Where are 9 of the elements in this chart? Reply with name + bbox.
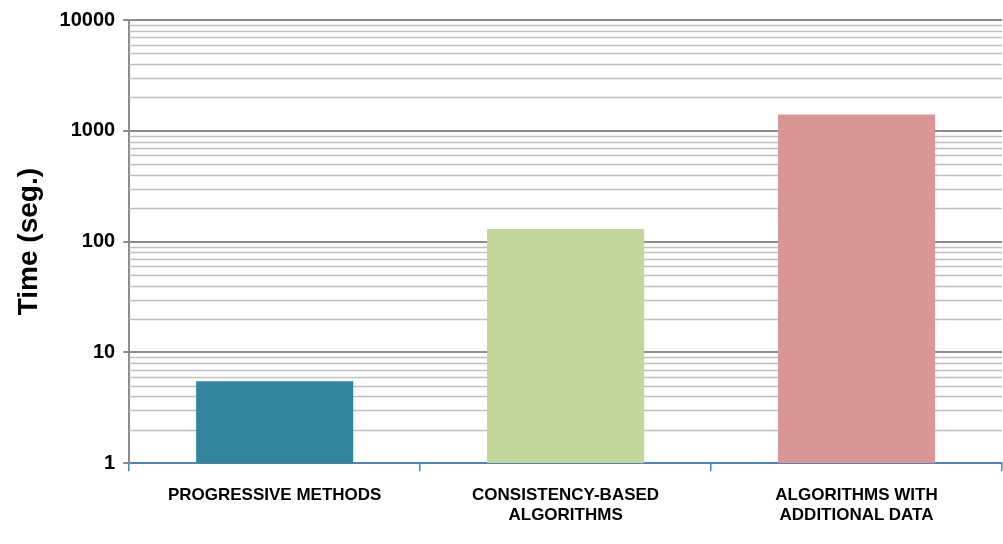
x-tick-label: PROGRESSIVE METHODS [167,485,382,505]
y-tick-label: 1000 [70,118,116,141]
x-tick-label: ALGORITHMS WITH ADDITIONAL DATA [775,485,938,525]
y-tick-label: 10 [92,339,116,362]
y-axis-title: Time (seg.) [11,167,43,316]
x-tick-label: CONSISTENCY-BASED ALGORITHMS [472,485,660,525]
y-tick-label: 1 [104,450,116,473]
y-tick-label: 10000 [59,7,116,30]
y-tick-label: 100 [81,229,116,252]
